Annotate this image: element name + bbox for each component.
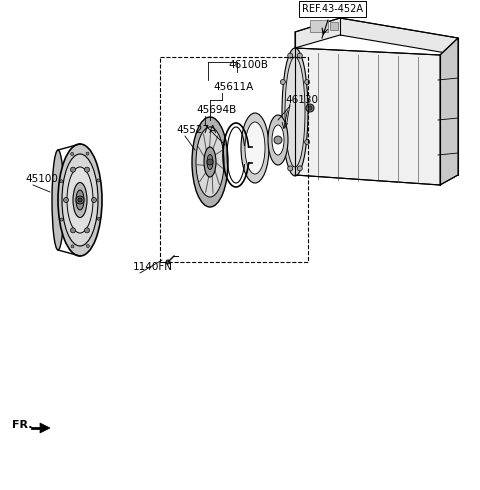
- Bar: [330, 22, 338, 30]
- Ellipse shape: [76, 190, 84, 210]
- Circle shape: [97, 179, 100, 182]
- Ellipse shape: [192, 117, 228, 207]
- Circle shape: [92, 197, 96, 202]
- Circle shape: [297, 53, 302, 58]
- Circle shape: [207, 159, 213, 165]
- Circle shape: [86, 152, 89, 155]
- Bar: [310, 20, 328, 32]
- Ellipse shape: [52, 150, 64, 250]
- Circle shape: [71, 152, 74, 155]
- Circle shape: [280, 140, 286, 145]
- Bar: [160, 57, 308, 262]
- Polygon shape: [440, 38, 458, 185]
- Circle shape: [306, 104, 314, 112]
- Polygon shape: [295, 48, 440, 185]
- Circle shape: [71, 228, 75, 233]
- Circle shape: [84, 167, 89, 172]
- Polygon shape: [40, 423, 50, 433]
- Circle shape: [71, 245, 74, 248]
- Polygon shape: [295, 18, 458, 55]
- Ellipse shape: [166, 260, 170, 264]
- Ellipse shape: [207, 154, 213, 170]
- Circle shape: [86, 245, 89, 247]
- Ellipse shape: [272, 125, 284, 155]
- Circle shape: [71, 167, 75, 172]
- Ellipse shape: [62, 154, 98, 246]
- Ellipse shape: [67, 167, 93, 233]
- Ellipse shape: [73, 182, 87, 218]
- Circle shape: [60, 180, 63, 183]
- Text: 45694B: 45694B: [196, 105, 236, 115]
- Circle shape: [308, 106, 312, 110]
- Circle shape: [280, 79, 286, 84]
- Ellipse shape: [204, 147, 216, 177]
- Circle shape: [305, 140, 310, 145]
- Text: 45100: 45100: [25, 174, 58, 184]
- Ellipse shape: [268, 115, 288, 165]
- Text: 46130: 46130: [285, 95, 318, 105]
- Text: 45527A: 45527A: [176, 125, 216, 135]
- Circle shape: [60, 218, 63, 221]
- Circle shape: [288, 166, 293, 171]
- Ellipse shape: [285, 57, 305, 167]
- Circle shape: [288, 53, 293, 58]
- Text: 46100B: 46100B: [228, 60, 268, 70]
- Circle shape: [274, 136, 282, 144]
- Text: REF.43-452A: REF.43-452A: [302, 4, 363, 14]
- Circle shape: [76, 196, 84, 204]
- Circle shape: [63, 197, 69, 202]
- Circle shape: [84, 228, 89, 233]
- Circle shape: [97, 217, 100, 220]
- Ellipse shape: [196, 127, 224, 197]
- Circle shape: [305, 79, 310, 84]
- Ellipse shape: [245, 122, 265, 174]
- Ellipse shape: [58, 144, 102, 256]
- Ellipse shape: [282, 48, 308, 176]
- Circle shape: [78, 198, 82, 202]
- Text: FR.: FR.: [12, 420, 33, 430]
- Circle shape: [297, 166, 302, 171]
- Text: 1140FN: 1140FN: [133, 262, 173, 272]
- Ellipse shape: [241, 113, 269, 183]
- Text: 45611A: 45611A: [213, 82, 253, 92]
